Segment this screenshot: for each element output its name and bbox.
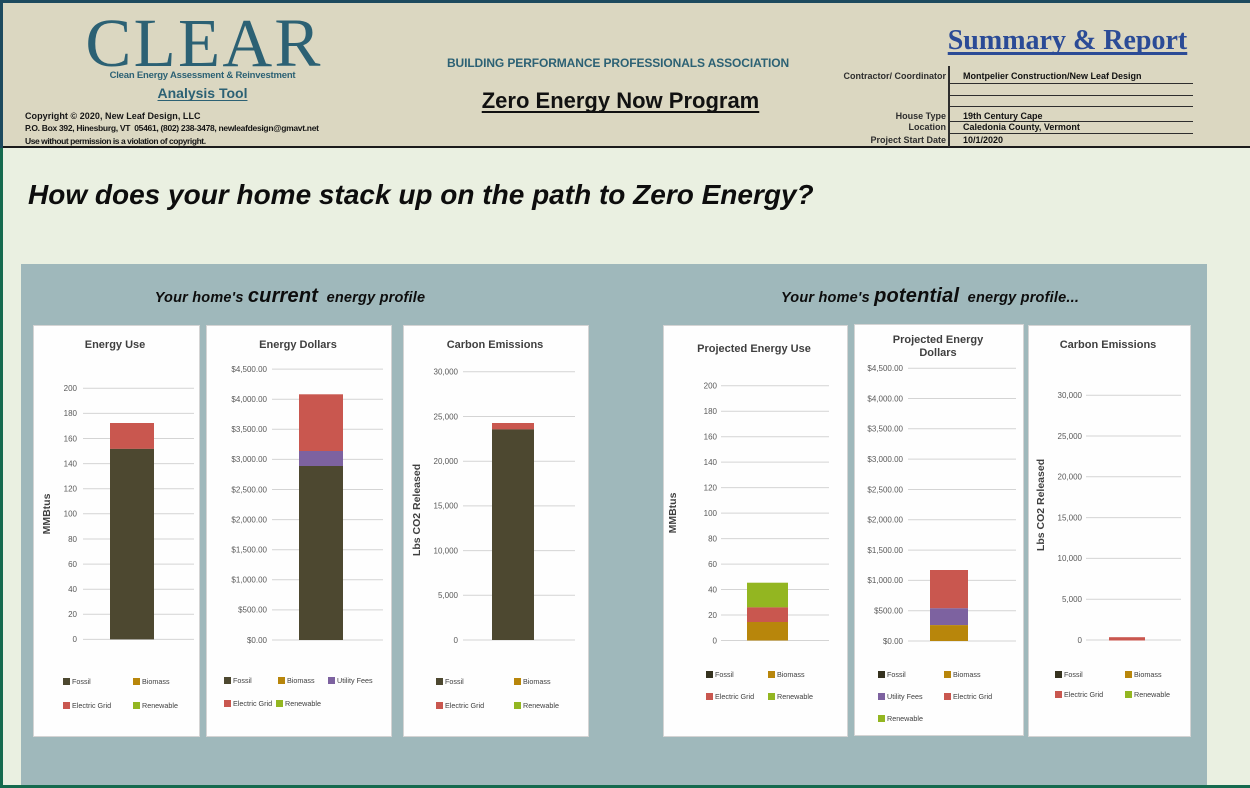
svg-text:80: 80 — [68, 535, 77, 544]
svg-text:0: 0 — [454, 636, 459, 645]
svg-text:Renewable: Renewable — [142, 701, 178, 710]
svg-text:Energy Dollars: Energy Dollars — [259, 339, 337, 351]
svg-text:$0.00: $0.00 — [247, 636, 268, 645]
svg-text:Projected Energy Use: Projected Energy Use — [697, 343, 811, 355]
svg-text:15,000: 15,000 — [434, 502, 459, 511]
svg-text:$1,500.00: $1,500.00 — [231, 546, 267, 555]
svg-text:25,000: 25,000 — [1058, 432, 1083, 441]
svg-text:Biomass: Biomass — [287, 676, 315, 685]
svg-text:Fossil: Fossil — [887, 670, 906, 679]
svg-text:Fossil: Fossil — [233, 676, 252, 685]
svg-text:140: 140 — [704, 458, 718, 467]
svg-text:Lbs CO2 Released: Lbs CO2 Released — [1035, 459, 1047, 551]
svg-text:$0.00: $0.00 — [883, 637, 904, 646]
svg-text:0: 0 — [713, 636, 718, 645]
svg-text:Carbon Emissions: Carbon Emissions — [447, 339, 544, 351]
svg-text:Dollars: Dollars — [919, 347, 956, 359]
svg-text:Lbs CO2 Released: Lbs CO2 Released — [411, 464, 423, 556]
svg-text:40: 40 — [708, 585, 717, 594]
svg-text:$4,500.00: $4,500.00 — [867, 364, 903, 373]
svg-text:Biomass: Biomass — [777, 670, 805, 679]
svg-text:180: 180 — [64, 409, 78, 418]
svg-text:15,000: 15,000 — [1058, 513, 1083, 522]
svg-text:20,000: 20,000 — [434, 457, 459, 466]
svg-text:$3,000.00: $3,000.00 — [867, 455, 903, 464]
svg-text:$2,000.00: $2,000.00 — [231, 515, 267, 524]
svg-text:Biomass: Biomass — [953, 670, 981, 679]
svg-text:Electric Grid: Electric Grid — [72, 701, 111, 710]
svg-text:20: 20 — [68, 610, 77, 619]
svg-text:Fossil: Fossil — [72, 677, 91, 686]
svg-text:Energy Use: Energy Use — [85, 339, 146, 351]
svg-text:$4,000.00: $4,000.00 — [867, 394, 903, 403]
svg-text:Renewable: Renewable — [777, 692, 813, 701]
svg-text:Electric Grid: Electric Grid — [1064, 690, 1103, 699]
svg-text:120: 120 — [64, 485, 78, 494]
svg-text:$3,500.00: $3,500.00 — [867, 425, 903, 434]
svg-text:$3,000.00: $3,000.00 — [231, 455, 267, 464]
svg-text:60: 60 — [708, 560, 717, 569]
svg-text:Fossil: Fossil — [445, 677, 464, 686]
svg-text:$500.00: $500.00 — [238, 606, 267, 615]
svg-text:60: 60 — [68, 560, 77, 569]
svg-text:140: 140 — [64, 459, 78, 468]
svg-text:Fossil: Fossil — [715, 670, 734, 679]
svg-text:0: 0 — [73, 635, 78, 644]
svg-text:$2,000.00: $2,000.00 — [867, 516, 903, 525]
svg-text:Renewable: Renewable — [523, 701, 559, 710]
svg-text:100: 100 — [704, 509, 718, 518]
svg-text:Biomass: Biomass — [1134, 670, 1162, 679]
svg-text:$3,500.00: $3,500.00 — [231, 425, 267, 434]
svg-text:Renewable: Renewable — [285, 699, 321, 708]
svg-text:$2,500.00: $2,500.00 — [867, 485, 903, 494]
svg-text:Electric Grid: Electric Grid — [445, 701, 484, 710]
svg-text:$4,000.00: $4,000.00 — [231, 395, 267, 404]
svg-text:Electric Grid: Electric Grid — [233, 699, 272, 708]
svg-text:Carbon Emissions: Carbon Emissions — [1060, 339, 1157, 351]
svg-text:$1,000.00: $1,000.00 — [867, 576, 903, 585]
svg-text:5,000: 5,000 — [438, 591, 459, 600]
svg-text:Projected Energy: Projected Energy — [893, 334, 984, 346]
svg-text:10,000: 10,000 — [1058, 554, 1083, 563]
svg-text:160: 160 — [64, 434, 78, 443]
svg-text:$1,000.00: $1,000.00 — [231, 576, 267, 585]
svg-text:Electric Grid: Electric Grid — [715, 692, 754, 701]
svg-text:25,000: 25,000 — [434, 412, 459, 421]
svg-text:200: 200 — [704, 382, 718, 391]
svg-text:180: 180 — [704, 407, 718, 416]
svg-text:100: 100 — [64, 510, 78, 519]
svg-text:20: 20 — [708, 611, 717, 620]
svg-text:30,000: 30,000 — [434, 368, 459, 377]
svg-text:160: 160 — [704, 433, 718, 442]
svg-text:20,000: 20,000 — [1058, 473, 1083, 482]
svg-text:0: 0 — [1078, 636, 1083, 645]
svg-text:Utility Fees: Utility Fees — [337, 676, 373, 685]
svg-text:30,000: 30,000 — [1058, 391, 1083, 400]
svg-text:Biomass: Biomass — [142, 677, 170, 686]
svg-text:80: 80 — [708, 534, 717, 543]
svg-text:10,000: 10,000 — [434, 546, 459, 555]
svg-text:Renewable: Renewable — [887, 714, 923, 723]
svg-text:Biomass: Biomass — [523, 677, 551, 686]
svg-text:Fossil: Fossil — [1064, 670, 1083, 679]
svg-text:MMBtus: MMBtus — [667, 492, 679, 533]
svg-text:MMBtus: MMBtus — [41, 493, 53, 534]
svg-text:200: 200 — [64, 384, 78, 393]
svg-text:40: 40 — [68, 585, 77, 594]
svg-text:$4,500.00: $4,500.00 — [231, 365, 267, 374]
svg-text:120: 120 — [704, 483, 718, 492]
svg-text:$2,500.00: $2,500.00 — [231, 485, 267, 494]
svg-text:Electric Grid: Electric Grid — [953, 692, 992, 701]
svg-text:$1,500.00: $1,500.00 — [867, 546, 903, 555]
svg-text:5,000: 5,000 — [1062, 595, 1083, 604]
svg-text:Utility Fees: Utility Fees — [887, 692, 923, 701]
svg-text:Renewable: Renewable — [1134, 690, 1170, 699]
svg-text:$500.00: $500.00 — [874, 607, 903, 616]
